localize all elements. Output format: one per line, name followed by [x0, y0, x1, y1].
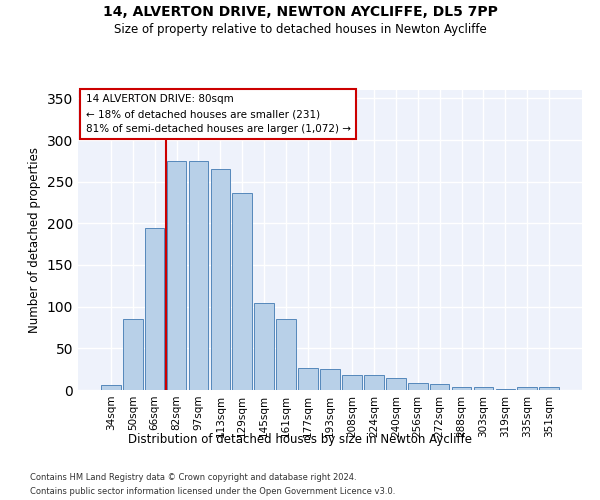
- Bar: [517, 386, 537, 390]
- Text: 14 ALVERTON DRIVE: 80sqm
← 18% of detached houses are smaller (231)
81% of semi-: 14 ALVERTON DRIVE: 80sqm ← 18% of detach…: [86, 94, 350, 134]
- Bar: [342, 375, 362, 390]
- Bar: [473, 386, 493, 390]
- Y-axis label: Number of detached properties: Number of detached properties: [28, 147, 41, 333]
- Bar: [539, 386, 559, 390]
- Text: Size of property relative to detached houses in Newton Aycliffe: Size of property relative to detached ho…: [113, 22, 487, 36]
- Bar: [254, 304, 274, 390]
- Bar: [276, 319, 296, 390]
- Bar: [408, 384, 428, 390]
- Bar: [188, 161, 208, 390]
- Bar: [232, 192, 252, 390]
- Bar: [211, 169, 230, 390]
- Text: Contains HM Land Registry data © Crown copyright and database right 2024.: Contains HM Land Registry data © Crown c…: [30, 472, 356, 482]
- Bar: [298, 368, 318, 390]
- Bar: [101, 385, 121, 390]
- Text: Distribution of detached houses by size in Newton Aycliffe: Distribution of detached houses by size …: [128, 432, 472, 446]
- Text: 14, ALVERTON DRIVE, NEWTON AYCLIFFE, DL5 7PP: 14, ALVERTON DRIVE, NEWTON AYCLIFFE, DL5…: [103, 5, 497, 19]
- Bar: [430, 384, 449, 390]
- Text: Contains public sector information licensed under the Open Government Licence v3: Contains public sector information licen…: [30, 488, 395, 496]
- Bar: [386, 378, 406, 390]
- Bar: [364, 375, 384, 390]
- Bar: [167, 161, 187, 390]
- Bar: [145, 228, 164, 390]
- Bar: [123, 319, 143, 390]
- Bar: [452, 386, 472, 390]
- Bar: [320, 369, 340, 390]
- Bar: [496, 389, 515, 390]
